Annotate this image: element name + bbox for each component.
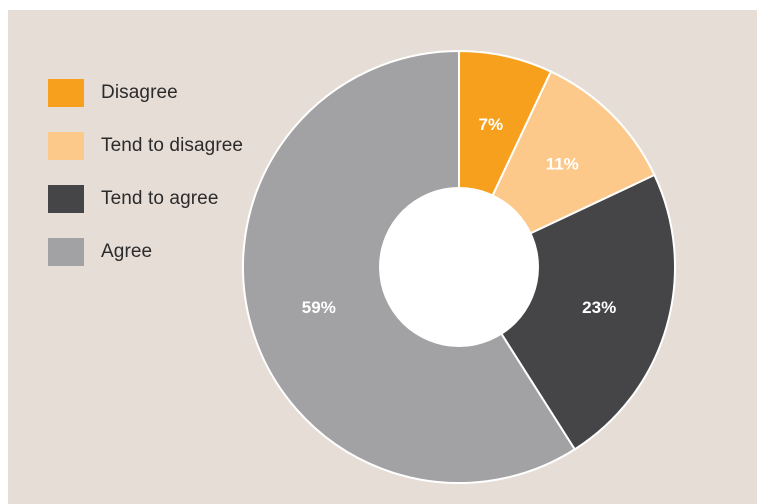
legend-label-disagree: Disagree: [101, 81, 178, 103]
legend-label-tend-to-disagree: Tend to disagree: [101, 134, 244, 156]
legend-item-tend-to-agree: Tend to agree: [48, 172, 243, 225]
legend-swatch-agree: [48, 237, 84, 266]
chart-legend: Disagree Tend to disagree Tend to agree …: [48, 66, 243, 278]
legend-label-agree: Agree: [101, 240, 153, 262]
legend-swatch-tend-to-disagree: [48, 131, 84, 160]
slice-label-disagree: 7%: [479, 115, 504, 134]
legend-swatch-tend-to-agree: [48, 184, 84, 213]
slice-label-agree: 59%: [302, 298, 336, 317]
legend-swatch-disagree: [48, 78, 84, 107]
legend-item-tend-to-disagree: Tend to disagree: [48, 119, 243, 172]
legend-label-tend-to-agree: Tend to agree: [101, 187, 219, 209]
slice-label-tend-to-agree: 23%: [582, 298, 616, 317]
legend-item-agree: Agree: [48, 225, 243, 278]
donut-slice-labels: 7% 11% 23% 59%: [302, 115, 616, 317]
slice-label-tend-to-disagree: 11%: [546, 154, 579, 173]
donut-hole: [379, 187, 539, 347]
legend-item-disagree: Disagree: [48, 66, 243, 119]
